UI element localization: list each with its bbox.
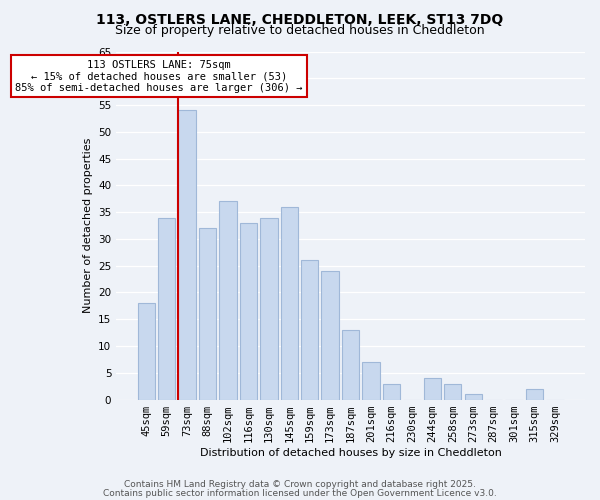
Bar (240, 223, 257, 400)
Bar (301, 260, 319, 400)
Text: 113, OSTLERS LANE, CHEDDLETON, LEEK, ST13 7DQ: 113, OSTLERS LANE, CHEDDLETON, LEEK, ST1… (97, 12, 503, 26)
Text: 113 OSTLERS LANE: 75sqm
← 15% of detached houses are smaller (53)
85% of semi-de: 113 OSTLERS LANE: 75sqm ← 15% of detache… (16, 60, 303, 92)
X-axis label: Distribution of detached houses by size in Cheddleton: Distribution of detached houses by size … (200, 448, 502, 458)
Bar (342, 330, 359, 400)
Y-axis label: Number of detached properties: Number of detached properties (83, 138, 92, 313)
Bar (281, 207, 298, 400)
Bar (444, 384, 461, 400)
Bar (260, 218, 278, 400)
Bar (424, 378, 441, 400)
Bar (464, 394, 482, 400)
Bar (158, 218, 175, 400)
Bar (199, 228, 216, 400)
Bar (383, 384, 400, 400)
Bar (362, 362, 380, 400)
Bar (178, 110, 196, 400)
Bar (137, 303, 155, 400)
Text: Contains public sector information licensed under the Open Government Licence v3: Contains public sector information licen… (103, 488, 497, 498)
Bar (526, 389, 543, 400)
Text: Size of property relative to detached houses in Cheddleton: Size of property relative to detached ho… (115, 24, 485, 37)
Text: Contains HM Land Registry data © Crown copyright and database right 2025.: Contains HM Land Registry data © Crown c… (124, 480, 476, 489)
Bar (219, 202, 236, 400)
Bar (322, 271, 339, 400)
